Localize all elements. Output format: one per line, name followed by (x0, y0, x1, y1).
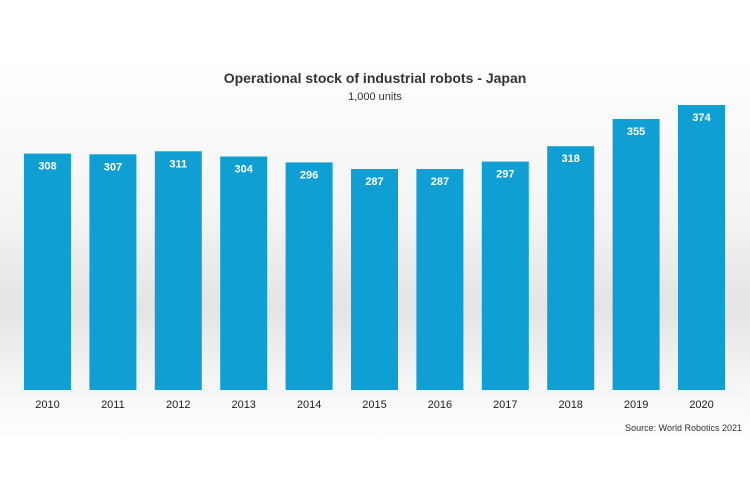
value-label-2012: 311 (169, 158, 187, 170)
x-tick-2013: 2013 (231, 399, 255, 411)
bar-2017 (481, 161, 529, 390)
x-tick-labels-group: 2010 2011 2012 2013 2014 2015 2016 2017 2018 2019… (35, 399, 713, 411)
x-tick-2015: 2015 (362, 399, 386, 411)
value-labels-group: 308 307 311 304 296 287 287 297 318 355 374 (38, 112, 711, 188)
value-label-2019: 355 (627, 126, 645, 138)
bar-2013 (220, 156, 268, 390)
x-tick-2014: 2014 (297, 399, 321, 411)
chart-title: Operational stock of industrial robots -… (223, 70, 527, 86)
bar-2016 (416, 169, 464, 390)
value-label-2020: 374 (692, 112, 711, 124)
bar-2011 (89, 154, 137, 390)
x-tick-2016: 2016 (428, 399, 452, 411)
source-note: Source: World Robotics 2021 (625, 423, 742, 433)
bar-2019 (612, 119, 660, 390)
bar-2014 (285, 162, 333, 390)
value-label-2011: 307 (104, 161, 122, 173)
value-label-2016: 287 (431, 176, 449, 188)
bar-2018 (547, 146, 595, 390)
value-label-2010: 308 (38, 161, 56, 173)
x-tick-2012: 2012 (166, 399, 190, 411)
bars-group (24, 105, 725, 390)
x-tick-2017: 2017 (493, 399, 517, 411)
value-label-2018: 318 (562, 153, 580, 165)
bar-2010 (24, 153, 71, 390)
x-tick-2018: 2018 (558, 399, 582, 411)
value-label-2017: 297 (496, 169, 514, 181)
value-label-2014: 296 (300, 169, 318, 181)
x-tick-2020: 2020 (689, 399, 713, 411)
bar-2015 (351, 169, 398, 390)
bar-2012 (154, 151, 202, 390)
bar-2020 (678, 105, 725, 390)
value-label-2013: 304 (235, 164, 254, 176)
x-tick-2011: 2011 (101, 399, 125, 411)
x-tick-2010: 2010 (35, 399, 59, 411)
chart-subtitle: 1,000 units (348, 91, 402, 103)
x-tick-2019: 2019 (624, 399, 648, 411)
value-label-2015: 287 (365, 176, 383, 188)
